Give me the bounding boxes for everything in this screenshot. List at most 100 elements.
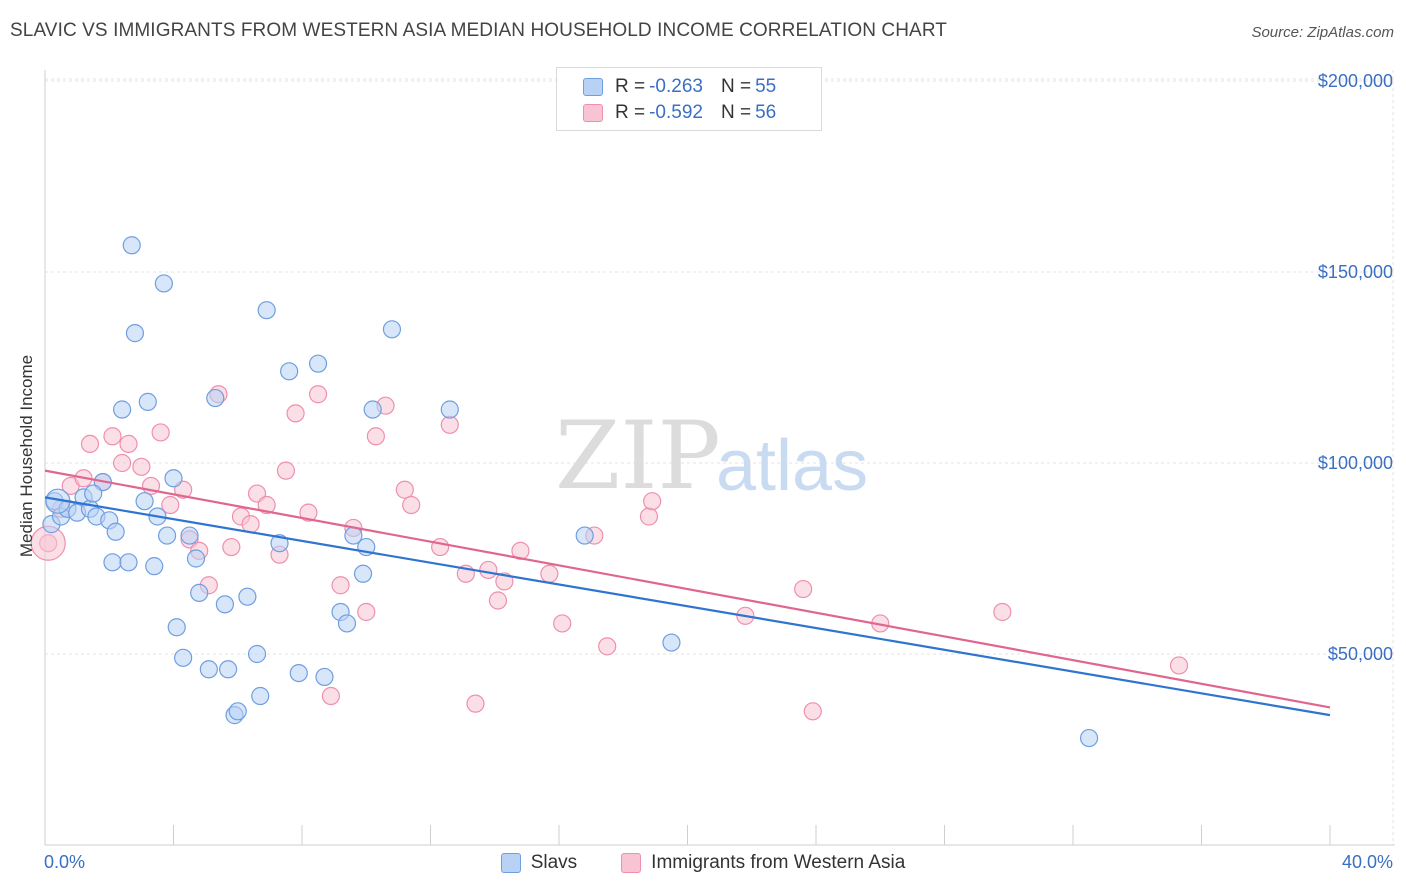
y-tick-label: $200,000: [1318, 71, 1393, 91]
point-western-asia: [299, 503, 318, 522]
legend-row-slavs: R = -0.263 N = 55: [583, 75, 776, 99]
point-slavs: [238, 587, 257, 606]
point-slavs: [206, 388, 225, 408]
point-western-asia: [119, 434, 138, 453]
point-slavs: [186, 549, 206, 568]
point-slavs: [270, 534, 289, 553]
legend-n-value-slavs: 55: [755, 76, 777, 97]
legend-n-value-western-asia: 56: [755, 102, 777, 123]
series-legend: Slavs Immigrants from Western Asia: [0, 852, 1406, 874]
point-slavs: [106, 522, 125, 541]
point-slavs: [662, 633, 681, 652]
point-western-asia: [495, 572, 514, 591]
point-western-asia: [308, 385, 328, 404]
point-slavs: [167, 618, 186, 637]
axes: [44, 70, 1395, 846]
point-slavs: [440, 400, 459, 419]
point-slavs: [257, 301, 276, 320]
point-slavs: [215, 595, 234, 614]
point-slavs: [251, 686, 270, 706]
x-tick-label-min: 0.0%: [44, 852, 86, 872]
point-western-asia: [286, 404, 305, 423]
point-slavs: [337, 614, 357, 633]
trend-line-western-asia: [44, 469, 1331, 709]
y-tick-labels: $50,000 $100,000 $150,000 $200,000: [1318, 71, 1393, 664]
legend-r-label: R =: [615, 102, 646, 123]
y-tick-label: $100,000: [1318, 453, 1393, 473]
point-slavs: [164, 469, 183, 488]
series-legend-label-slavs: Slavs: [530, 852, 578, 873]
legend-n-label: N =: [720, 76, 752, 97]
point-western-asia: [488, 591, 508, 610]
legend-r-value-western-asia: -0.592: [649, 102, 703, 123]
point-slavs: [119, 553, 138, 572]
series-legend-item-slavs[interactable]: Slavs: [500, 852, 578, 874]
legend-swatch-slavs: [583, 78, 603, 96]
point-slavs: [103, 553, 122, 572]
point-western-asia: [431, 537, 450, 557]
series-legend-item-western-asia[interactable]: Immigrants from Western Asia: [621, 852, 905, 874]
point-slavs: [157, 526, 177, 545]
x-tick-label-max: 40.0%: [1341, 852, 1393, 872]
point-slavs: [154, 274, 173, 293]
point-western-asia: [366, 427, 385, 446]
point-western-asia: [241, 515, 260, 534]
watermark: ZIP atlas: [555, 402, 868, 511]
series-slavs-points: [42, 236, 1099, 748]
point-slavs: [247, 644, 267, 664]
point-slavs: [289, 663, 308, 683]
source-label: Source: ZipAtlas.com: [1251, 24, 1394, 41]
point-slavs: [84, 484, 103, 503]
point-western-asia: [132, 457, 151, 476]
point-western-asia: [276, 461, 296, 480]
point-slavs: [122, 236, 141, 255]
point-slavs: [199, 660, 218, 679]
chart-title: SLAVIC VS IMMIGRANTS FROM WESTERN ASIA M…: [10, 20, 948, 41]
point-slavs: [382, 320, 402, 339]
correlation-legend: R = -0.263 N = 55 R = -0.592 N = 56: [556, 67, 822, 131]
point-slavs: [180, 526, 199, 545]
point-western-asia: [639, 507, 659, 526]
point-western-asia: [540, 564, 559, 583]
point-slavs: [575, 526, 594, 545]
y-axis-label: Median Household Income: [17, 354, 36, 558]
point-western-asia: [321, 686, 341, 706]
point-western-asia: [993, 602, 1012, 622]
trend-lines: [44, 469, 1331, 717]
point-slavs: [219, 660, 238, 679]
y-tick-label: $150,000: [1318, 262, 1393, 282]
point-slavs: [1079, 728, 1099, 748]
point-slavs: [145, 557, 164, 576]
legend-r-value-slavs: -0.263: [649, 76, 703, 97]
point-western-asia: [103, 427, 122, 446]
watermark-zip: ZIP: [555, 402, 721, 511]
point-slavs: [125, 324, 145, 343]
legend-swatch-western-asia: [583, 104, 603, 122]
watermark-atlas: atlas: [716, 426, 868, 506]
point-slavs: [308, 354, 328, 373]
point-western-asia: [553, 614, 572, 633]
point-western-asia: [257, 495, 276, 515]
point-western-asia: [161, 495, 180, 515]
point-western-asia: [331, 576, 350, 595]
point-western-asia: [222, 537, 241, 557]
point-slavs: [190, 583, 209, 602]
series-swatch-western-asia: [621, 853, 642, 873]
point-western-asia: [1169, 656, 1189, 675]
point-western-asia: [440, 415, 459, 434]
legend-r-label: R =: [615, 76, 646, 97]
point-western-asia: [794, 579, 813, 599]
point-slavs: [363, 400, 382, 419]
point-slavs: [315, 667, 334, 687]
series-legend-label-western-asia: Immigrants from Western Asia: [651, 852, 906, 873]
legend-n-label: N =: [720, 102, 752, 123]
point-western-asia: [357, 602, 376, 622]
point-slavs: [112, 400, 132, 419]
point-western-asia: [803, 702, 822, 721]
legend-row-western-asia: R = -0.592 N = 56: [583, 101, 776, 125]
point-western-asia: [479, 560, 498, 580]
point-western-asia: [402, 495, 421, 515]
trend-line-slavs: [44, 496, 1331, 717]
series-swatch-slavs: [500, 853, 521, 873]
